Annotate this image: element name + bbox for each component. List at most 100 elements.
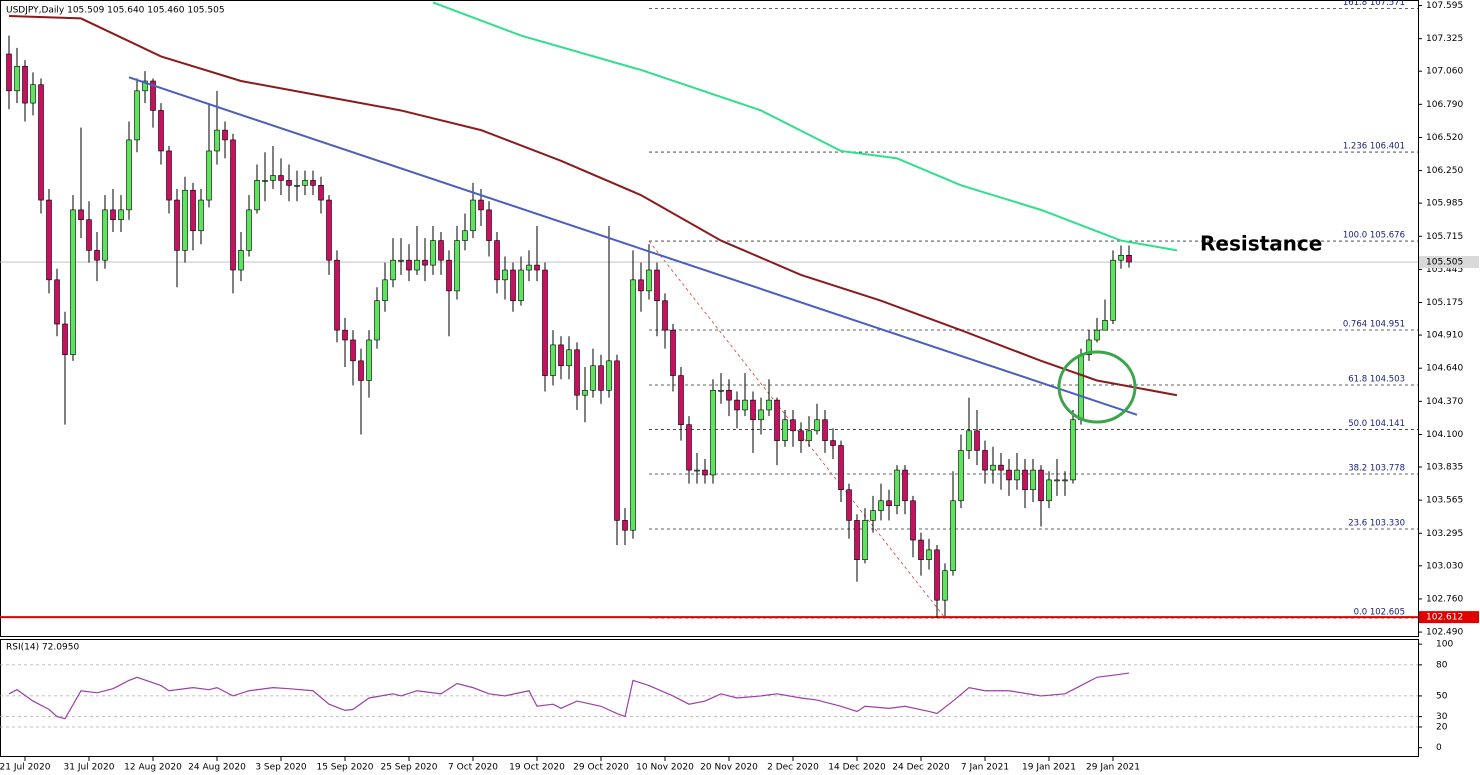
- candle-body: [598, 365, 604, 391]
- candle-body: [1006, 469, 1012, 481]
- candle-body: [1118, 254, 1124, 261]
- y-tick-label: 102.760: [1426, 594, 1463, 604]
- candle-body: [918, 539, 924, 560]
- y-tick-label: 104.100: [1426, 430, 1463, 440]
- candle-body: [158, 110, 164, 152]
- x-tick-label: 21 Jul 2020: [0, 763, 51, 773]
- candle-body: [566, 349, 572, 367]
- candle-body: [878, 500, 884, 511]
- x-tick-label: 12 Aug 2020: [124, 763, 182, 773]
- price-tag-label: 105.505: [1426, 258, 1463, 268]
- candle-body: [542, 269, 548, 376]
- candle-body: [1086, 339, 1092, 356]
- candle-body: [726, 390, 732, 401]
- candle-body: [518, 269, 524, 302]
- candle-body: [70, 209, 76, 356]
- candle-body: [1022, 469, 1028, 491]
- candle-body: [486, 209, 492, 241]
- fib-label: 100.0 105.676: [1343, 231, 1405, 241]
- x-tick-label: 3 Sep 2020: [255, 763, 307, 773]
- candle-body: [478, 199, 484, 211]
- candle-body: [198, 199, 204, 232]
- x-tick-label: 7 Jan 2021: [961, 763, 1009, 773]
- fib-label: 161.8 107.571: [1343, 0, 1405, 8]
- x-tick-label: 10 Nov 2020: [636, 763, 694, 773]
- y-tick-label: 106.520: [1426, 133, 1463, 143]
- y-tick-label: 104.640: [1426, 364, 1463, 374]
- candle-body: [694, 469, 700, 472]
- candle-body: [574, 349, 580, 396]
- candle-body: [222, 129, 228, 141]
- y-tick-label: 105.985: [1426, 199, 1463, 209]
- x-tick-label: 24 Dec 2020: [892, 763, 950, 773]
- x-tick-label: 20 Nov 2020: [700, 763, 758, 773]
- y-tick-label: 105.175: [1426, 298, 1463, 308]
- candle-body: [846, 489, 852, 521]
- rsi-tick-label: 30: [1436, 712, 1448, 722]
- y-tick-label: 105.715: [1426, 232, 1463, 242]
- candle-body: [854, 520, 860, 560]
- price-tag: [1419, 256, 1479, 269]
- overlay-line: [432, 1, 1178, 252]
- rsi-title: RSI(14) 72.0950: [6, 643, 79, 653]
- candle-body: [998, 464, 1004, 471]
- candle-body: [910, 500, 916, 541]
- highlight-circle: [1057, 350, 1137, 424]
- candle-body: [830, 440, 836, 446]
- candle-body: [534, 264, 540, 271]
- y-tick-label: 107.060: [1426, 67, 1463, 77]
- candle-body: [182, 189, 188, 251]
- candle-body: [646, 269, 652, 292]
- x-tick-label: 24 Aug 2020: [188, 763, 246, 773]
- y-tick-label: 104.370: [1426, 397, 1463, 407]
- candle-body: [350, 339, 356, 362]
- candle-body: [702, 469, 708, 476]
- candle-body: [750, 399, 756, 421]
- x-tick-label: 7 Oct 2020: [448, 763, 498, 773]
- candle-body: [814, 419, 820, 432]
- overlay-line: [128, 76, 1138, 416]
- candle-body: [902, 469, 908, 502]
- candle-body: [462, 230, 468, 241]
- x-tick-label: 19 Jan 2021: [1022, 763, 1076, 773]
- candle-body: [398, 259, 404, 262]
- candle-body: [30, 84, 36, 104]
- candle-body: [926, 549, 932, 560]
- candle-body: [318, 185, 324, 201]
- candle-body: [838, 445, 844, 491]
- candle-body: [430, 240, 436, 266]
- candle-body: [638, 279, 644, 292]
- candle-body: [6, 53, 12, 92]
- candle-body: [966, 430, 972, 451]
- annotation: Resistance: [1200, 232, 1322, 256]
- candle-body: [38, 84, 44, 201]
- candle-body: [110, 209, 116, 220]
- candle-body: [742, 399, 748, 411]
- rsi-tick-label: 100: [1436, 640, 1453, 650]
- candle-body: [526, 264, 532, 271]
- candle-body: [934, 549, 940, 601]
- candle-body: [806, 430, 812, 441]
- candle-body: [54, 279, 60, 325]
- rsi-line: [8, 672, 1130, 720]
- x-tick-label: 31 Jul 2020: [64, 763, 115, 773]
- fib-label: 0.0 102.605: [1354, 607, 1405, 617]
- candle-body: [1126, 254, 1132, 263]
- candle-body: [782, 419, 788, 441]
- rsi-tick-label: 80: [1436, 660, 1448, 670]
- candle-body: [286, 180, 292, 186]
- candle-body: [606, 360, 612, 391]
- rsi-tick-label: 50: [1436, 691, 1448, 701]
- x-tick-label: 15 Sep 2020: [316, 763, 373, 773]
- candle-body: [678, 375, 684, 425]
- candle-body: [270, 175, 276, 181]
- candle-body: [142, 80, 148, 92]
- candle-body: [358, 360, 364, 381]
- candle-body: [278, 175, 284, 181]
- candle-body: [1038, 469, 1044, 502]
- y-tick-label: 106.250: [1426, 166, 1463, 176]
- candle-body: [262, 180, 268, 182]
- candle-body: [974, 430, 980, 451]
- candle-body: [22, 65, 28, 104]
- candle-body: [342, 329, 348, 341]
